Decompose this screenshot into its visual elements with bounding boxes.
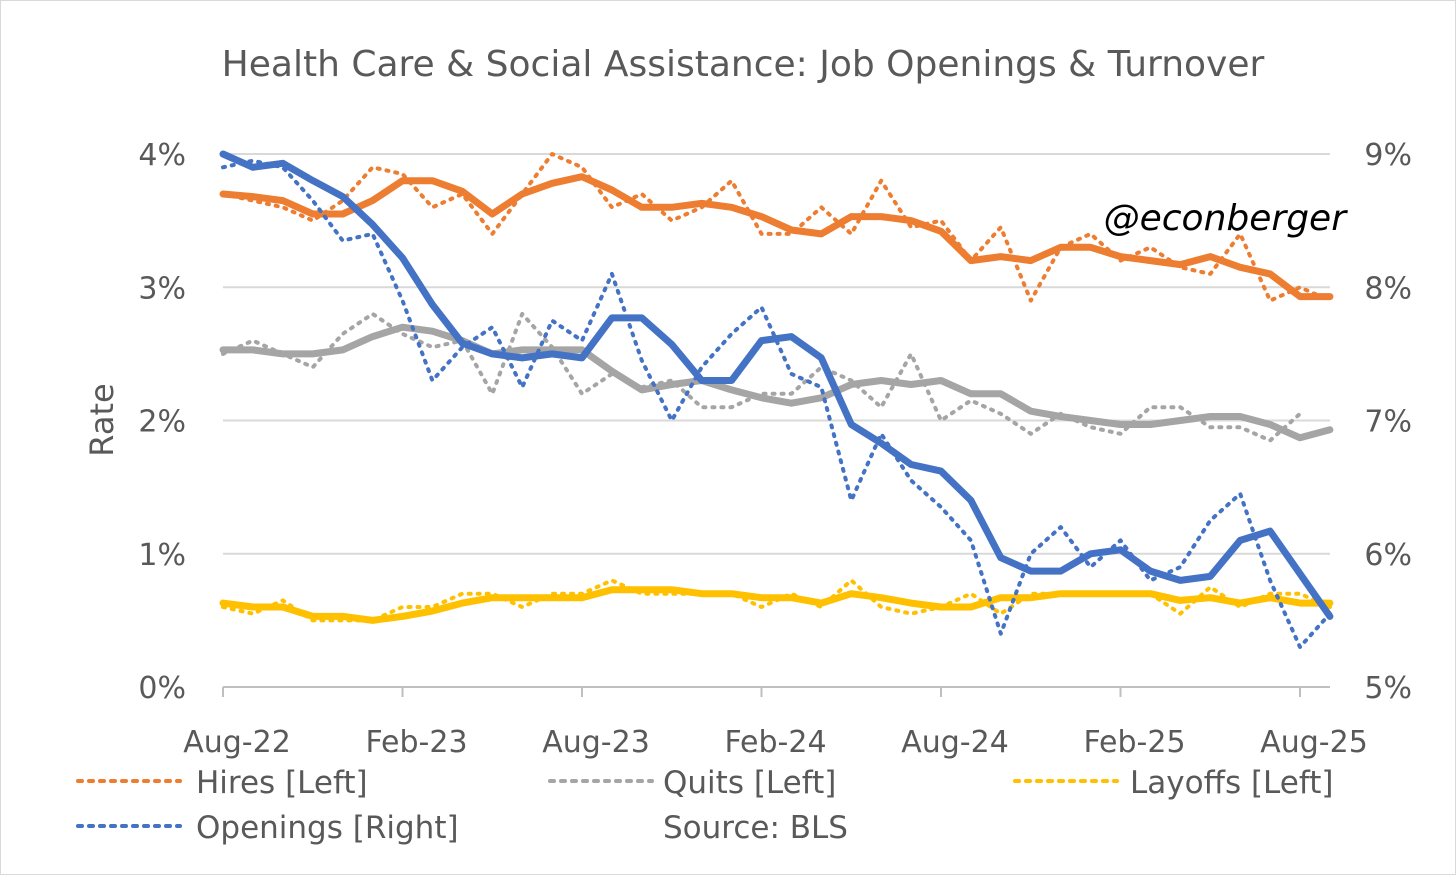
series-quits-monthly-line — [221, 311, 1302, 443]
legend-item-openings: Openings [Right] — [76, 810, 459, 846]
legend-label-hires: Hires [Left] — [196, 765, 368, 801]
y-left-tick-label: 4% — [138, 138, 186, 173]
legend-item-hires: Hires [Left] — [76, 765, 368, 801]
series-layer — [219, 150, 1334, 649]
y-left-tick-labels: 0% 1% 2% 3% 4% — [138, 138, 186, 706]
series-hires-average-line — [219, 173, 1334, 301]
y-left-tick-label: 3% — [138, 271, 186, 306]
legend-item-quits: Quits [Left] — [548, 765, 836, 801]
y-right-tick-label: 7% — [1364, 405, 1412, 440]
chart-title: Health Care & Social Assistance: Job Ope… — [222, 44, 1265, 85]
x-tick-label: Feb-24 — [724, 725, 826, 760]
y-right-tick-label: 6% — [1364, 538, 1412, 573]
y-left-tick-label: 1% — [138, 538, 186, 573]
series-hires-monthly-line — [221, 152, 1332, 303]
x-tick-label: Feb-23 — [365, 725, 467, 760]
y-left-tick-label: 2% — [138, 405, 186, 440]
y-right-tick-label: 5% — [1364, 671, 1412, 706]
y-axis-label: Rate — [83, 383, 121, 456]
x-tick-label: Aug-24 — [901, 725, 1009, 760]
legend-label-openings: Openings [Right] — [196, 810, 459, 846]
x-axis: Aug-22 Feb-23 Aug-23 Feb-24 Aug-24 Feb-25 Aug-… — [183, 686, 1368, 760]
series-openings-average-line — [219, 150, 1334, 620]
y-left-tick-label: 0% — [138, 671, 186, 706]
x-tick-label: Feb-25 — [1083, 725, 1185, 760]
source-note: Source: BLS — [663, 810, 848, 846]
y-right-tick-label: 8% — [1364, 271, 1412, 306]
y-right-tick-label: 9% — [1364, 138, 1412, 173]
watermark-text: @econberger — [1104, 198, 1349, 239]
legend-item-layoffs: Layoffs [Left] — [1013, 765, 1333, 801]
legend: Hires [Left] Quits [Left] Layoffs [Left]… — [76, 765, 1333, 846]
x-tick-label: Aug-22 — [183, 725, 291, 760]
x-tick-label: Aug-23 — [542, 725, 650, 760]
x-tick-label: Aug-25 — [1260, 725, 1368, 760]
legend-label-layoffs: Layoffs [Left] — [1130, 765, 1333, 801]
y-right-tick-labels: 5% 6% 7% 8% 9% — [1364, 138, 1412, 706]
legend-label-quits: Quits [Left] — [663, 765, 836, 801]
series-quits-average-line — [219, 323, 1334, 442]
series-layoffs-average-line — [219, 586, 1334, 624]
